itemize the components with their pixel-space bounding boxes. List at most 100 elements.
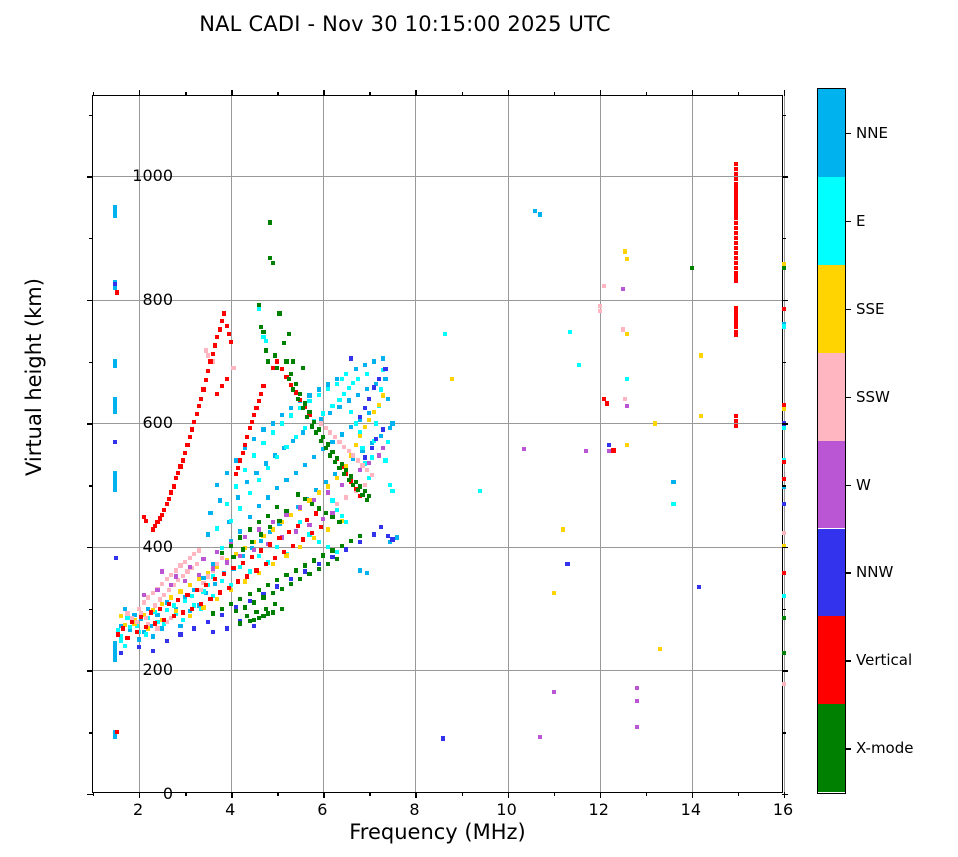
echo-point-vertical (245, 434, 250, 440)
echo-point-nne (277, 521, 282, 526)
x-tick-mark-minor (93, 92, 95, 96)
echo-point-nnw (362, 405, 367, 411)
echo-point-nnw (289, 576, 294, 582)
echo-point-nne (249, 545, 254, 551)
echo-point-w (279, 535, 284, 540)
echo-point-nnw (224, 626, 229, 631)
echo-point-nne (328, 410, 333, 416)
echo-point-sse (169, 595, 174, 600)
echo-point-ssw (318, 421, 324, 426)
y-tick-mark (87, 299, 93, 302)
echo-point-nnw (219, 612, 225, 618)
echo-point-vertical (733, 176, 738, 181)
x-tick-mark-minor (737, 792, 740, 796)
echo-point-nne (321, 447, 326, 452)
echo-point-nne (187, 608, 192, 614)
echo-point-vertical (187, 434, 192, 440)
echo-point-e (330, 498, 335, 503)
echo-point-sse (325, 527, 330, 532)
echo-point-x-mode (289, 581, 294, 587)
y-tick-mark-minor (782, 608, 786, 611)
echo-point-nne (369, 440, 374, 446)
echo-point-vertical (226, 585, 231, 590)
x-tick-mark (507, 792, 509, 798)
echo-point-e (155, 620, 160, 625)
echo-point-x-mode (284, 573, 289, 578)
echo-point-nnw (150, 648, 155, 653)
echo-point-vertical (733, 191, 738, 196)
echo-point-ssw (136, 606, 142, 611)
echo-point-nne (210, 562, 215, 567)
echo-point-e (173, 611, 178, 616)
echo-point-x-mode (247, 591, 252, 597)
echo-point-nne (312, 454, 317, 459)
echo-point-e (263, 339, 268, 344)
echo-point-nne (245, 479, 250, 485)
echo-point-nne (286, 512, 291, 517)
echo-point-vertical (733, 260, 738, 265)
echo-point-w (210, 566, 215, 571)
echo-point-vertical (164, 501, 169, 506)
echo-point-vertical (781, 459, 787, 464)
echo-point-nne (254, 470, 259, 475)
echo-point-e (325, 386, 330, 391)
echo-point-sse (358, 433, 363, 438)
echo-point-sse (284, 553, 289, 558)
y-tick-label: 0 (162, 784, 173, 803)
echo-point-vertical (344, 471, 349, 477)
gridline-horizontal (93, 176, 782, 178)
echo-point-sse (298, 544, 303, 550)
echo-point-nne (113, 363, 118, 369)
echo-point-nnw (113, 555, 119, 561)
y-axis-label: Virtual height (km) (22, 278, 46, 476)
echo-point-vertical (199, 601, 204, 606)
echo-point-nne (339, 432, 344, 437)
echo-point-nne (371, 359, 377, 364)
echo-point-vertical (252, 412, 257, 417)
echo-point-w (201, 557, 206, 562)
echo-point-w (252, 547, 257, 553)
x-tick-mark (323, 792, 325, 798)
echo-point-vertical (733, 329, 738, 335)
echo-point-x-mode (305, 415, 310, 420)
echo-point-e (576, 362, 582, 367)
echo-point-nnw (210, 630, 215, 635)
echo-point-vertical (236, 465, 241, 470)
echo-point-e (279, 421, 284, 426)
echo-point-sse (560, 527, 565, 532)
echo-point-sse (335, 475, 340, 480)
echo-point-w (187, 564, 192, 569)
y-tick-mark (782, 546, 788, 549)
echo-point-vertical (180, 610, 185, 615)
echo-point-nnw (348, 356, 354, 361)
echo-point-ssw (597, 308, 602, 314)
echo-point-x-mode (341, 471, 347, 477)
gridline-vertical (691, 96, 693, 792)
x-tick-mark-minor (461, 92, 463, 96)
echo-point-x-mode (325, 562, 330, 567)
echo-point-nne (781, 484, 787, 490)
echo-point-x-mode (219, 606, 225, 611)
x-tick-label: 2 (132, 800, 144, 819)
echo-point-w (376, 453, 381, 458)
y-tick-mark (782, 299, 788, 302)
echo-point-sse (160, 601, 165, 606)
echo-point-nne (240, 554, 245, 559)
echo-point-e (256, 554, 261, 559)
echo-point-x-mode (256, 587, 261, 593)
x-tick-mark-minor (93, 792, 95, 796)
echo-point-sse (215, 564, 220, 569)
echo-point-e (125, 615, 130, 621)
echo-point-e (443, 331, 448, 336)
echo-point-vertical (139, 615, 144, 620)
echo-point-x-mode (272, 601, 278, 606)
echo-point-ssw (173, 568, 178, 573)
echo-point-nnw (606, 442, 611, 448)
echo-point-x-mode (240, 547, 245, 552)
echo-point-vertical (781, 306, 787, 312)
echo-point-vertical (229, 339, 234, 344)
echo-point-vertical (733, 423, 738, 428)
echo-point-x-mode (335, 557, 340, 562)
echo-point-sse (173, 608, 178, 614)
echo-point-ssw (185, 569, 190, 574)
